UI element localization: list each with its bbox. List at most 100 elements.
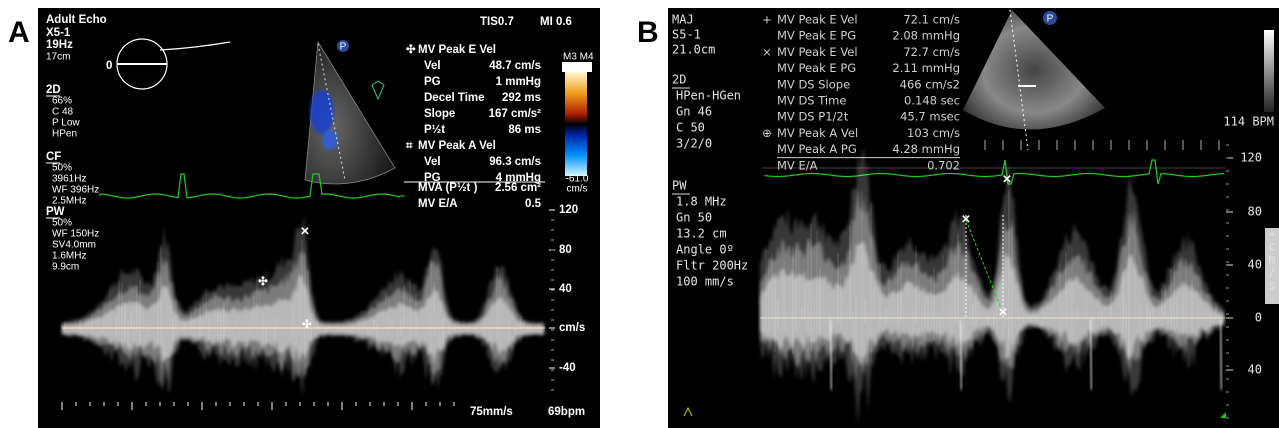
measure-value: 72.1 cm/s <box>903 13 960 27</box>
measure-label: MV DS P1/2t <box>777 110 849 124</box>
color-bar-max: +61.0 <box>564 62 590 73</box>
mode-label: Adult Echo <box>46 14 107 26</box>
measure-label: Vel <box>424 60 441 72</box>
measure-label: PG <box>424 76 441 88</box>
measure-value: 86 ms <box>508 124 541 136</box>
header-line: MAJ <box>672 13 694 27</box>
doppler-spectrum <box>760 241 1224 367</box>
doppler-spectrum <box>760 149 1224 426</box>
settings-title: PW <box>672 179 687 193</box>
summary-label: MVA (P½t ) <box>418 182 478 194</box>
settings-title: PW <box>46 206 65 218</box>
sample-gate <box>371 80 385 101</box>
header-line: S5-1 <box>672 28 701 42</box>
color-map: M3 M4 <box>563 52 594 63</box>
scale-label: 40 <box>559 283 572 295</box>
measure-value: 48.7 cm/s <box>489 60 541 72</box>
measure-label: MV Peak E PG <box>777 29 856 43</box>
settings-line: SV4.0mm <box>52 240 96 251</box>
scale-label: 120 <box>1240 151 1262 165</box>
color-bar-min: -61.0 <box>566 174 589 185</box>
settings-line: 2.5MHz <box>52 196 86 207</box>
measure-value: 292 ms <box>502 92 541 104</box>
measure-marker: ⌗ <box>405 140 413 152</box>
unit-char: c <box>1268 240 1275 254</box>
summary-label: MV E/A <box>418 198 458 210</box>
measure-value: 0.148 sec <box>904 94 960 108</box>
settings-line: Fltr 200Hz <box>676 259 748 273</box>
measure-value: 45.7 msec <box>900 110 960 124</box>
scale-label: 40 <box>1248 363 1262 377</box>
frame-rate: 19Hz <box>46 39 73 51</box>
measure-label: Vel <box>424 156 441 168</box>
measure-value: 1 mmHg <box>496 76 541 88</box>
settings-line: HPen-HGen <box>676 89 741 103</box>
wall-spike <box>828 319 834 391</box>
color-flow <box>322 130 338 150</box>
settings-line: Gn 46 <box>676 105 712 119</box>
sweep-speed: 75mm/s <box>470 406 513 418</box>
summary-value: 2.56 cm² <box>495 182 541 194</box>
caliper: ✕ <box>300 226 310 238</box>
sector-image <box>963 10 1105 130</box>
heart-rate: 69bpm <box>548 406 585 418</box>
scale-label: 80 <box>559 244 572 256</box>
measure-value: 72.7 cm/s <box>903 45 960 59</box>
settings-line: 3961Hz <box>52 174 86 185</box>
unit-char: s <box>1268 279 1275 293</box>
probe-logo-badge <box>1043 11 1057 25</box>
settings-line: 3/2/0 <box>676 137 712 151</box>
settings-title: CF <box>46 151 61 163</box>
caliper: ✕ <box>998 307 1008 319</box>
measure-label: MV Peak E Vel <box>777 45 858 59</box>
settings-line: 50% <box>52 218 72 229</box>
panel-b-background <box>668 8 1279 428</box>
settings-line: WF 396Hz <box>52 185 99 196</box>
settings-line: 13.2 cm <box>676 227 727 241</box>
ecg-trace <box>99 173 401 199</box>
scale-label: cm/s <box>559 322 585 334</box>
heart-rate: 114 BPM <box>1223 115 1274 129</box>
measure-label: MV DS Slope <box>777 77 850 91</box>
measure-value: 167 cm/s² <box>489 108 542 120</box>
measure-label: Decel Time <box>424 92 485 104</box>
measure-marker: + <box>762 13 772 27</box>
measure-value: 466 cm/s2 <box>900 77 960 91</box>
corner-marker <box>683 406 693 417</box>
measure-marker: ⊕ <box>762 126 772 140</box>
measure-label: P½t <box>424 124 445 136</box>
measure-value: 4.28 mmHg <box>892 142 960 156</box>
settings-line: 1.8 MHz <box>676 195 727 209</box>
caliper: ✣ <box>258 275 268 288</box>
measure-label: MV Peak E Vel <box>777 13 858 27</box>
cursor-line <box>317 43 346 181</box>
color-bar-unit: cm/s <box>566 184 587 195</box>
panel-label: B <box>637 16 659 49</box>
settings-line: C 48 <box>52 107 74 118</box>
scale-label: -40 <box>559 362 576 374</box>
depth: 17cm <box>46 52 70 63</box>
probe-logo-badge <box>337 40 349 52</box>
measure-marker: × <box>762 45 772 59</box>
header-line: 21.0cm <box>672 43 715 57</box>
settings-line: 9.9cm <box>52 262 79 273</box>
settings-line: Gn 50 <box>676 211 712 225</box>
probe-label: X5-1 <box>46 27 71 39</box>
wall-spike <box>1088 319 1094 391</box>
measure-label: Slope <box>424 108 455 120</box>
settings-line: WF 150Hz <box>52 229 99 240</box>
settings-line: C 50 <box>676 121 705 135</box>
settings-line: 66% <box>52 96 72 107</box>
measure-title: MV Peak E Vel <box>418 44 496 56</box>
settings-line: 100 mm/s <box>676 275 734 289</box>
caliper-line <box>965 219 1004 314</box>
measure-marker: ✣ <box>406 43 416 56</box>
scale-label: 40 <box>1248 258 1262 272</box>
summary-value: 0.5 <box>525 198 542 210</box>
unit-char: + <box>1268 227 1275 241</box>
orientation-marker: 0 <box>106 60 112 72</box>
measure-title: MV Peak A Vel <box>418 140 496 152</box>
caliper: ✣ <box>302 318 312 331</box>
unit-background <box>1265 228 1279 304</box>
